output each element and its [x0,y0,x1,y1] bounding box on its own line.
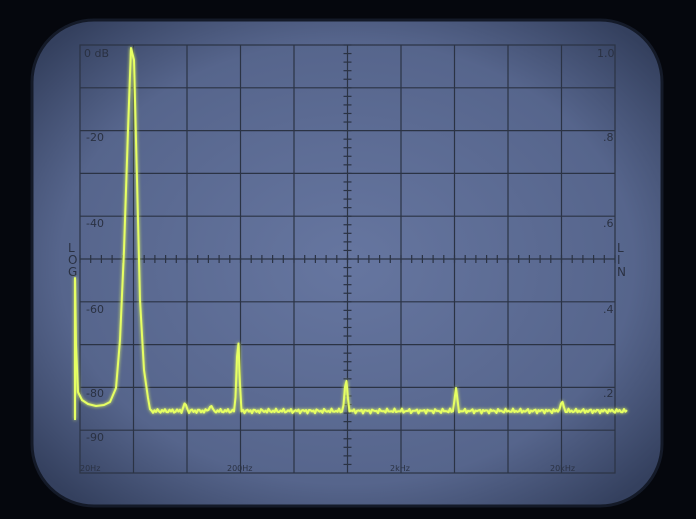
freq-label-200hz: 200Hz [227,464,252,473]
db-scale: 0 dB -20 -40 -60 -80 -90 [84,47,109,444]
freq-label-2khz: 2kHz [390,464,410,473]
db-label-80: -80 [86,387,104,400]
lin-label-6: .6 [603,217,614,230]
spectrum-trace [74,47,628,420]
lin-label-2: .2 [603,387,614,400]
freq-scale: 20Hz 200Hz 2kHz 20kHz [80,464,575,473]
freq-label-20hz: 20Hz [80,464,100,473]
lin-scale: 1.0 .8 .6 .4 .2 [597,47,615,400]
db-label-40: -40 [86,217,104,230]
lin-label-4: .4 [603,303,614,316]
db-label-90: -90 [86,431,104,444]
db-label-0: 0 dB [84,47,109,60]
db-label-60: -60 [86,303,104,316]
db-label-20: -20 [86,131,104,144]
svg-text:LOG: LOG [68,241,77,279]
freq-label-20khz: 20kHz [550,464,575,473]
lin-label-1: 1.0 [597,47,615,60]
lin-label-8: .8 [603,131,614,144]
svg-text:LIN: LIN [617,241,626,279]
